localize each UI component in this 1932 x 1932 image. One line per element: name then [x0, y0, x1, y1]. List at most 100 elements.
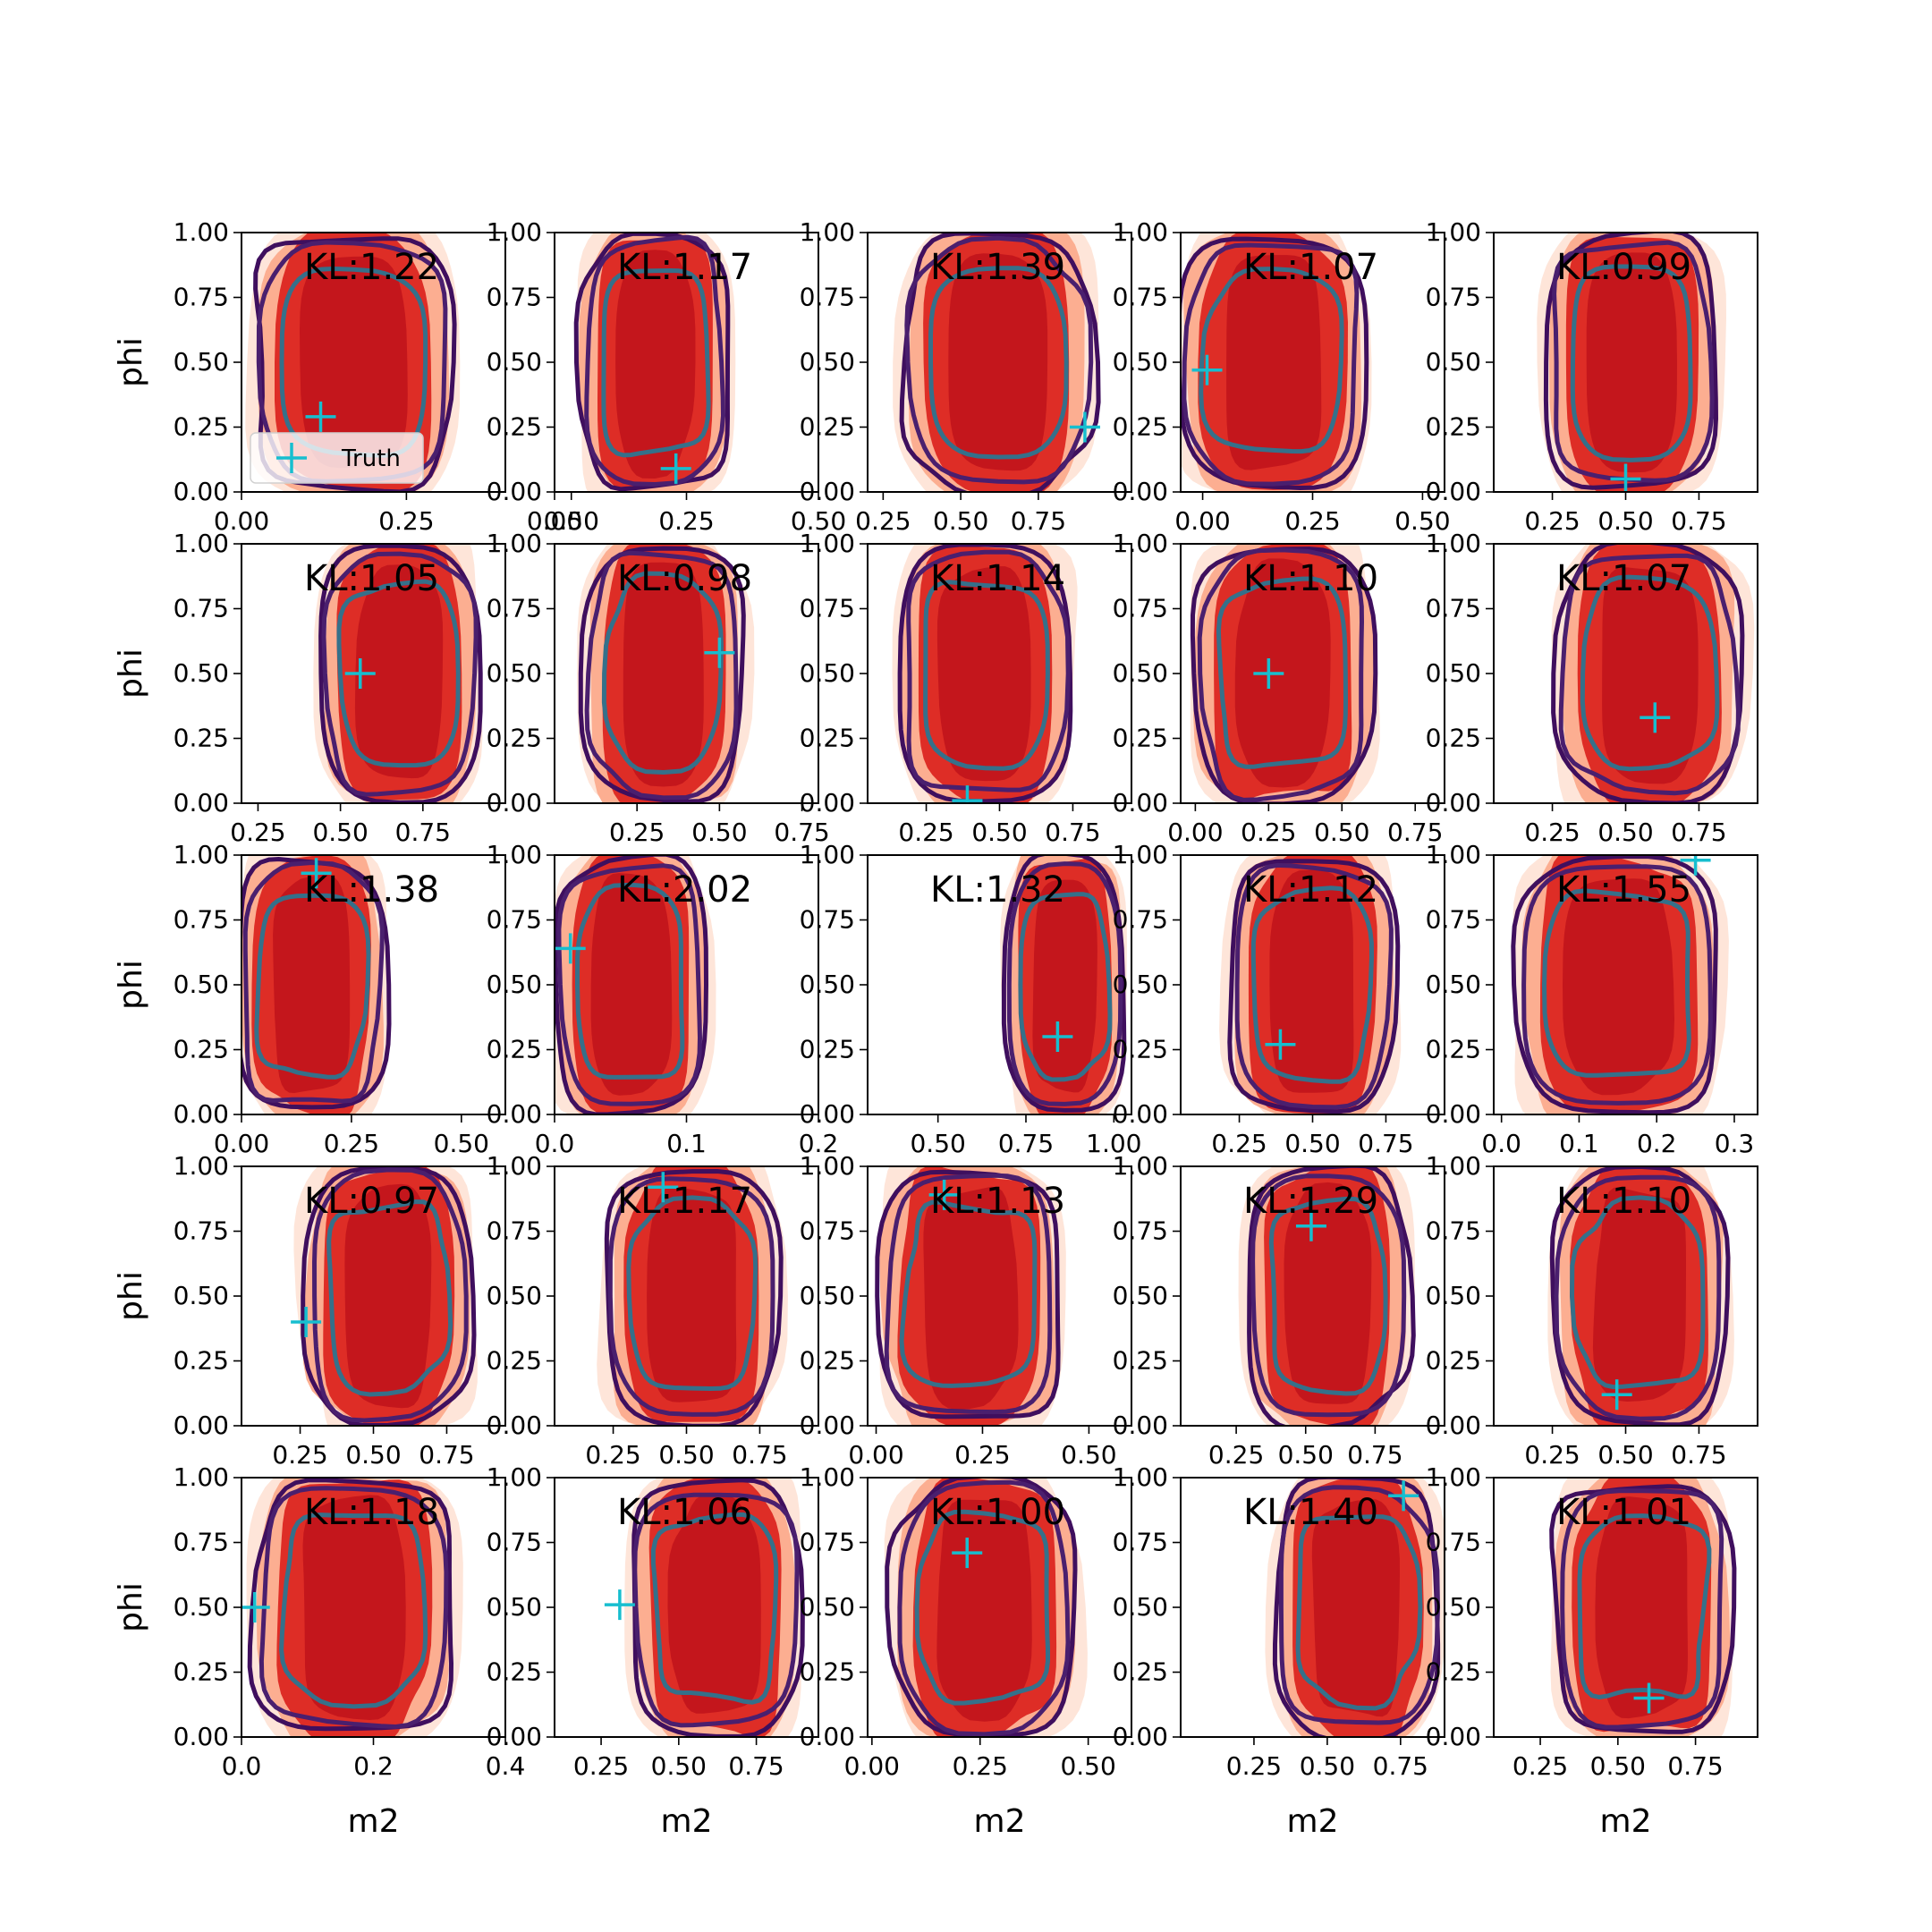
y-tick-label: 0.75: [1113, 1216, 1168, 1246]
kl-annotation: KL:1.10: [1243, 558, 1378, 599]
kl-annotation: KL:1.01: [1556, 1492, 1691, 1533]
kl-annotation: KL:1.22: [304, 247, 439, 288]
truth-marker: [1069, 411, 1100, 443]
kl-annotation: KL:1.17: [617, 247, 752, 288]
contour-inner: [650, 1512, 779, 1705]
contour-inner: [1541, 888, 1691, 1078]
y-tick-label: 0.75: [487, 905, 542, 935]
density-fill-4: [273, 874, 351, 1093]
y-tick-label: 0.25: [1113, 412, 1168, 442]
y-tick-label: 0.00: [174, 788, 229, 818]
x-tick-label: 0.50: [1278, 1440, 1334, 1470]
y-tick-label: 0.50: [1426, 1592, 1481, 1622]
x-tick-label: 0.25: [1241, 818, 1296, 847]
y-tick-label: 0.25: [1426, 1657, 1481, 1687]
x-tick-label: 0.75: [1011, 506, 1066, 536]
kl-annotation: KL:1.07: [1556, 558, 1691, 599]
y-tick-label: 0.75: [800, 283, 855, 312]
x-tick-label: 0.75: [1358, 1129, 1413, 1158]
panel-7: 0.00 0.25 0.50 0.75 1.00 0.25 0.50 0.75 KL:0.98: [487, 529, 830, 847]
contour-outer: [1001, 855, 1127, 1113]
x-tick-label: 0.0: [222, 1751, 262, 1781]
contour-outer: [253, 236, 457, 492]
y-tick-label: 0.00: [1426, 477, 1481, 506]
kl-annotation: KL:1.39: [930, 247, 1065, 288]
contour-middle: [1560, 1488, 1724, 1730]
y-tick-label: 0.75: [487, 283, 542, 312]
panel-12: 0.00 0.25 0.50 0.75 1.00 0.0 0.1 0.2 KL:2.02: [487, 840, 839, 1158]
x-tick-label: 0.50: [971, 818, 1027, 847]
y-tick-label: 0.50: [487, 1592, 542, 1622]
y-tick-label: 0.50: [1113, 1281, 1168, 1310]
y-tick-label: 0.00: [1113, 1722, 1168, 1751]
contour-outer: [242, 856, 392, 1110]
legend-label: Truth: [341, 445, 401, 472]
y-tick-label: 0.25: [174, 1035, 229, 1064]
contour-middle: [1006, 861, 1123, 1106]
contour-middle: [1250, 1174, 1407, 1418]
y-tick-label: 0.50: [174, 1592, 229, 1622]
contour-middle: [1234, 862, 1394, 1110]
panel-plot-area: [875, 1166, 1066, 1426]
density-fill-4: [1563, 878, 1674, 1096]
y-tick-label: 0.00: [1426, 1411, 1481, 1440]
y-tick-label: 1.00: [800, 1462, 855, 1492]
panel-4: 0.00 0.25 0.50 0.75 1.00 0.00 0.25 0.50 KL:1.07: [1113, 217, 1451, 536]
x-tick-label: 0.75: [419, 1440, 474, 1470]
contour-middle: [1554, 1174, 1722, 1421]
y-tick-label: 1.00: [1113, 217, 1168, 247]
contour-middle: [584, 234, 726, 487]
panel-plot-area: [1549, 1478, 1737, 1737]
panel-23: 0.00 0.25 0.50 0.75 1.00 0.00 0.25 0.50 KL:1.00 m…: [800, 1462, 1132, 1840]
density-fill-4: [623, 562, 704, 787]
x-tick-label: 0.00: [844, 1751, 900, 1781]
x-tick-label: 0.3: [1715, 1129, 1755, 1158]
y-tick-label: 0.25: [1426, 724, 1481, 753]
y-tick-label: 0.00: [800, 1099, 855, 1129]
density-fill-4: [936, 566, 1031, 782]
contour-inner: [1577, 1513, 1712, 1700]
y-tick-label: 0.00: [1113, 788, 1168, 818]
x-tick-label: 0.2: [353, 1751, 394, 1781]
x-tick-label: 0.75: [774, 818, 829, 847]
y-tick-label: 1.00: [800, 217, 855, 247]
panel-plot-area: [1537, 233, 1726, 492]
y-tick-label: 0.00: [800, 1411, 855, 1440]
y-tick-label: 0.00: [487, 1722, 542, 1751]
contour-middle: [556, 863, 703, 1106]
density-fill-4: [1586, 252, 1677, 473]
contour-middle: [1552, 240, 1715, 483]
x-tick-label: 0.50: [1597, 818, 1653, 847]
contour-outer: [1227, 859, 1401, 1114]
y-tick-label: 1.00: [1426, 529, 1481, 558]
density-fill-4: [667, 1493, 761, 1714]
x-tick-label: 0.50: [691, 818, 747, 847]
density-fill-4: [923, 1186, 1019, 1410]
y-axis-label: phi: [113, 337, 149, 387]
contour-inner: [254, 893, 371, 1080]
y-tick-label: 0.00: [174, 477, 229, 506]
y-tick-label: 0.00: [487, 1099, 542, 1129]
contour-middle: [242, 860, 385, 1104]
panel-10: 0.00 0.25 0.50 0.75 1.00 0.25 0.50 0.75 KL:1.07: [1426, 529, 1758, 847]
y-tick-label: 0.50: [1426, 347, 1481, 377]
contour-inner: [574, 882, 685, 1080]
density-fill-4: [647, 1187, 737, 1402]
x-tick-label: 0.25: [855, 506, 911, 536]
panel-1: 0.00 0.25 0.50 0.75 1.00 0.00 0.25 0.50 KL:1.22 p…: [113, 217, 599, 536]
x-axis-label: m2: [974, 1803, 1026, 1840]
panel-25: 0.00 0.25 0.50 0.75 1.00 0.25 0.50 0.75 KL:1.01 m…: [1426, 1462, 1758, 1840]
truth-marker: [952, 1538, 983, 1569]
y-tick-label: 0.75: [800, 905, 855, 935]
x-tick-label: 0.50: [544, 506, 599, 536]
density-fill-4: [300, 256, 408, 469]
panel-11: 0.00 0.25 0.50 0.75 1.00 0.00 0.25 0.50 KL:1.38 p…: [113, 840, 506, 1158]
x-tick-label: 0.25: [272, 1440, 327, 1470]
contour-inner: [279, 1513, 428, 1709]
density-fill-4: [1032, 879, 1097, 1093]
x-tick-label: 0.50: [651, 1751, 707, 1781]
x-tick-label: 0.75: [395, 818, 451, 847]
truth-marker: [1633, 1682, 1665, 1714]
contour-middle: [1521, 864, 1713, 1106]
x-tick-label: 0.25: [1524, 1440, 1580, 1470]
